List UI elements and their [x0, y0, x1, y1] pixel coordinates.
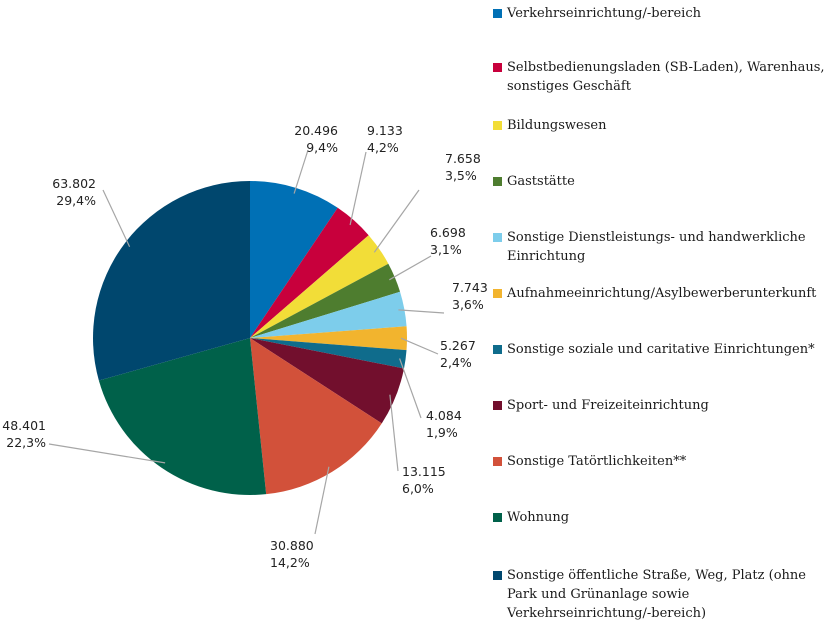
leader-line — [373, 189, 420, 253]
pie-slice — [250, 235, 389, 338]
legend-swatch — [493, 401, 502, 410]
legend-label: Sonstige soziale und caritative Einricht… — [507, 342, 815, 357]
legend-label: Aufnahmeeinrichtung/Asylbewerberunterkun… — [507, 286, 817, 301]
legend-label: Sonstige Dienstleistungs- und handwerkli… — [507, 230, 806, 264]
pie-slice — [250, 291, 407, 338]
data-label-percent: 3,6% — [452, 297, 484, 312]
pie-slice — [98, 338, 267, 496]
data-label: 13.115 6,0% — [402, 464, 446, 496]
data-label-percent: 4,2% — [367, 140, 399, 155]
pie-slices — [93, 181, 408, 496]
legend-label: Bildungswesen — [507, 118, 607, 133]
legend-item: Gaststätte — [493, 172, 828, 191]
leader-lines — [48, 149, 445, 535]
data-labels: 20.496 9,4% 9.133 4,2% 7.658 3,5% 6.698 3,1% 7.7… — [2, 123, 488, 570]
data-label-percent: 14,2% — [270, 555, 310, 570]
data-label-percent: 22,3% — [6, 435, 46, 450]
legend-label: Verkehrseinrichtung/-bereich — [507, 6, 701, 21]
legend: Verkehrseinrichtung/-bereich Selbstbedien… — [493, 0, 832, 625]
pie-slice — [250, 326, 408, 351]
legend-label: Gaststätte — [507, 174, 575, 189]
legend-swatch — [493, 571, 502, 580]
data-label-value: 30.880 — [270, 538, 314, 553]
leader-line — [389, 255, 432, 281]
data-label-value: 7.658 — [445, 151, 481, 166]
data-label: 20.496 9,4% — [294, 123, 338, 155]
legend-swatch — [493, 121, 502, 130]
legend-item: Sonstige Tatörtlichkeiten** — [493, 452, 828, 471]
data-label-value: 7.743 — [452, 280, 488, 295]
data-label: 63.802 29,4% — [52, 176, 96, 208]
legend-label: Selbstbedienungsladen (SB-Laden), Warenh… — [507, 60, 825, 94]
data-label-percent: 6,0% — [402, 481, 434, 496]
data-label: 9.133 4,2% — [367, 123, 403, 155]
legend-swatch — [493, 345, 502, 354]
pie-slice — [93, 181, 250, 381]
legend-swatch — [493, 289, 502, 298]
legend-item: Sonstige öffentliche Straße, Weg, Platz … — [493, 566, 828, 623]
data-label: 48.401 22,3% — [2, 418, 46, 450]
leader-line — [399, 358, 422, 419]
data-label: 7.658 3,5% — [445, 151, 481, 183]
leader-line — [398, 309, 445, 314]
data-label-value: 48.401 — [2, 418, 46, 433]
pie-slice — [250, 181, 338, 338]
legend-item: Wohnung — [493, 508, 828, 527]
legend-label: Sonstige Tatörtlichkeiten** — [507, 454, 687, 469]
data-label-value: 5.267 — [440, 338, 476, 353]
pie-slice — [250, 338, 405, 424]
pie-slice — [250, 263, 401, 338]
data-label: 6.698 3,1% — [430, 225, 466, 257]
data-label-percent: 1,9% — [426, 425, 458, 440]
data-label-value: 20.496 — [294, 123, 338, 138]
data-label-percent: 29,4% — [56, 193, 96, 208]
pie-slice — [250, 338, 382, 495]
leader-line — [102, 189, 131, 248]
leader-line — [314, 466, 330, 535]
legend-label: Sonstige öffentliche Straße, Weg, Platz … — [507, 568, 806, 621]
leader-line — [293, 149, 309, 194]
data-label-value: 4.084 — [426, 408, 462, 423]
data-label-value: 13.115 — [402, 464, 446, 479]
data-label: 5.267 2,4% — [440, 338, 476, 370]
legend-swatch — [493, 9, 502, 18]
legend-swatch — [493, 233, 502, 242]
legend-label: Wohnung — [507, 510, 570, 525]
data-label: 4.084 1,9% — [426, 408, 462, 440]
data-label-value: 9.133 — [367, 123, 403, 138]
data-label: 30.880 14,2% — [270, 538, 314, 570]
legend-item: Sonstige soziale und caritative Einricht… — [493, 340, 828, 359]
leader-line — [400, 337, 439, 355]
legend-item: Verkehrseinrichtung/-bereich — [493, 4, 828, 23]
data-label-percent: 9,4% — [306, 140, 338, 155]
legend-item: Sonstige Dienstleistungs- und handwerkli… — [493, 228, 828, 266]
data-label-percent: 3,5% — [445, 168, 477, 183]
leader-line — [389, 394, 399, 472]
legend-item: Selbstbedienungsladen (SB-Laden), Warenh… — [493, 58, 828, 96]
data-label-percent: 3,1% — [430, 242, 462, 257]
pie-chart: 20.496 9,4% 9.133 4,2% 7.658 3,5% 6.698 3,1% 7.7… — [2, 123, 488, 570]
legend-swatch — [493, 457, 502, 466]
legend-item: Sport- und Freizeiteinrichtung — [493, 396, 828, 415]
pie-slice — [250, 338, 407, 369]
data-label-percent: 2,4% — [440, 355, 472, 370]
data-label-value: 6.698 — [430, 225, 466, 240]
data-label-value: 63.802 — [52, 176, 96, 191]
leader-line — [48, 443, 166, 464]
legend-label: Sport- und Freizeiteinrichtung — [507, 398, 709, 413]
pie-slice — [250, 207, 369, 338]
legend-item: Aufnahmeeinrichtung/Asylbewerberunterkun… — [493, 284, 828, 303]
legend-swatch — [493, 63, 502, 72]
leader-line — [349, 151, 367, 226]
legend-item: Bildungswesen — [493, 116, 828, 135]
legend-swatch — [493, 513, 502, 522]
legend-swatch — [493, 177, 502, 186]
data-label: 7.743 3,6% — [452, 280, 488, 312]
